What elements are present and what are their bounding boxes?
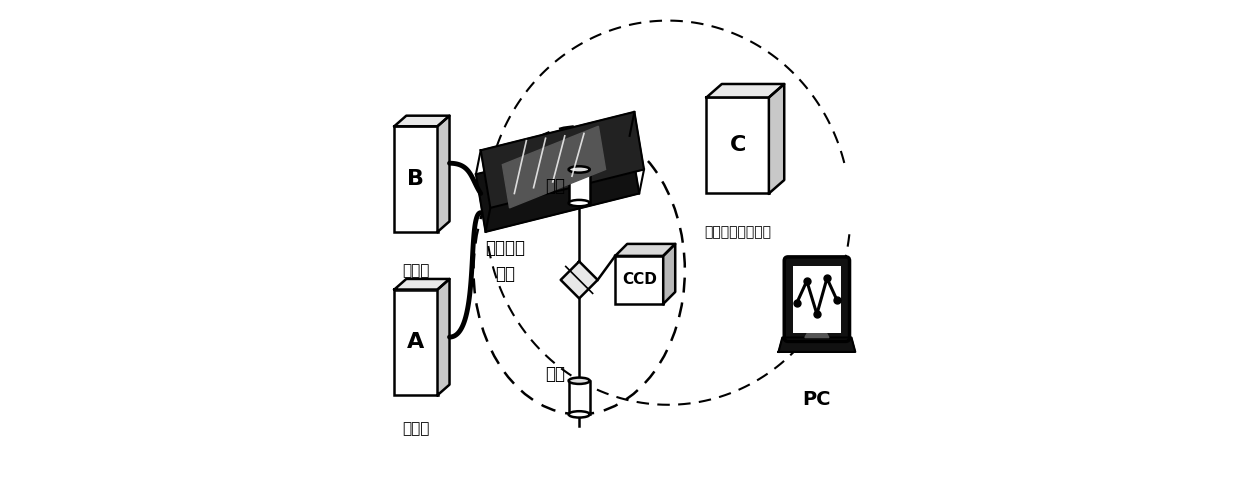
Text: 物镜: 物镜 xyxy=(546,177,565,195)
Bar xyxy=(707,98,769,194)
Polygon shape xyxy=(707,84,784,98)
Polygon shape xyxy=(476,136,639,232)
Text: B: B xyxy=(408,169,424,189)
Text: 进样泵: 进样泵 xyxy=(402,263,429,278)
Polygon shape xyxy=(663,244,676,304)
Polygon shape xyxy=(438,279,450,395)
Polygon shape xyxy=(481,112,644,208)
Polygon shape xyxy=(502,126,605,208)
Ellipse shape xyxy=(569,378,590,384)
Ellipse shape xyxy=(569,166,590,172)
Text: 目镜: 目镜 xyxy=(546,365,565,383)
Polygon shape xyxy=(394,279,450,289)
Bar xyxy=(792,266,841,333)
Polygon shape xyxy=(779,338,856,352)
Text: A: A xyxy=(407,332,424,352)
Text: 气压源: 气压源 xyxy=(402,421,429,436)
Bar xyxy=(569,170,590,203)
Bar xyxy=(394,126,438,232)
Polygon shape xyxy=(769,84,784,194)
Bar xyxy=(615,256,663,304)
Text: CCD: CCD xyxy=(621,272,657,287)
Polygon shape xyxy=(615,244,676,256)
Text: C: C xyxy=(729,135,745,156)
FancyBboxPatch shape xyxy=(784,257,849,341)
Ellipse shape xyxy=(569,200,590,206)
Text: 信号读取传输装置: 信号读取传输装置 xyxy=(704,225,771,239)
Bar xyxy=(394,289,438,395)
Ellipse shape xyxy=(569,411,590,417)
Polygon shape xyxy=(560,261,598,298)
Polygon shape xyxy=(394,116,450,126)
Text: 光学观察
装置: 光学观察 装置 xyxy=(485,239,525,283)
Text: PC: PC xyxy=(802,390,831,410)
Polygon shape xyxy=(805,329,828,338)
Polygon shape xyxy=(438,116,450,232)
Bar xyxy=(569,381,590,414)
